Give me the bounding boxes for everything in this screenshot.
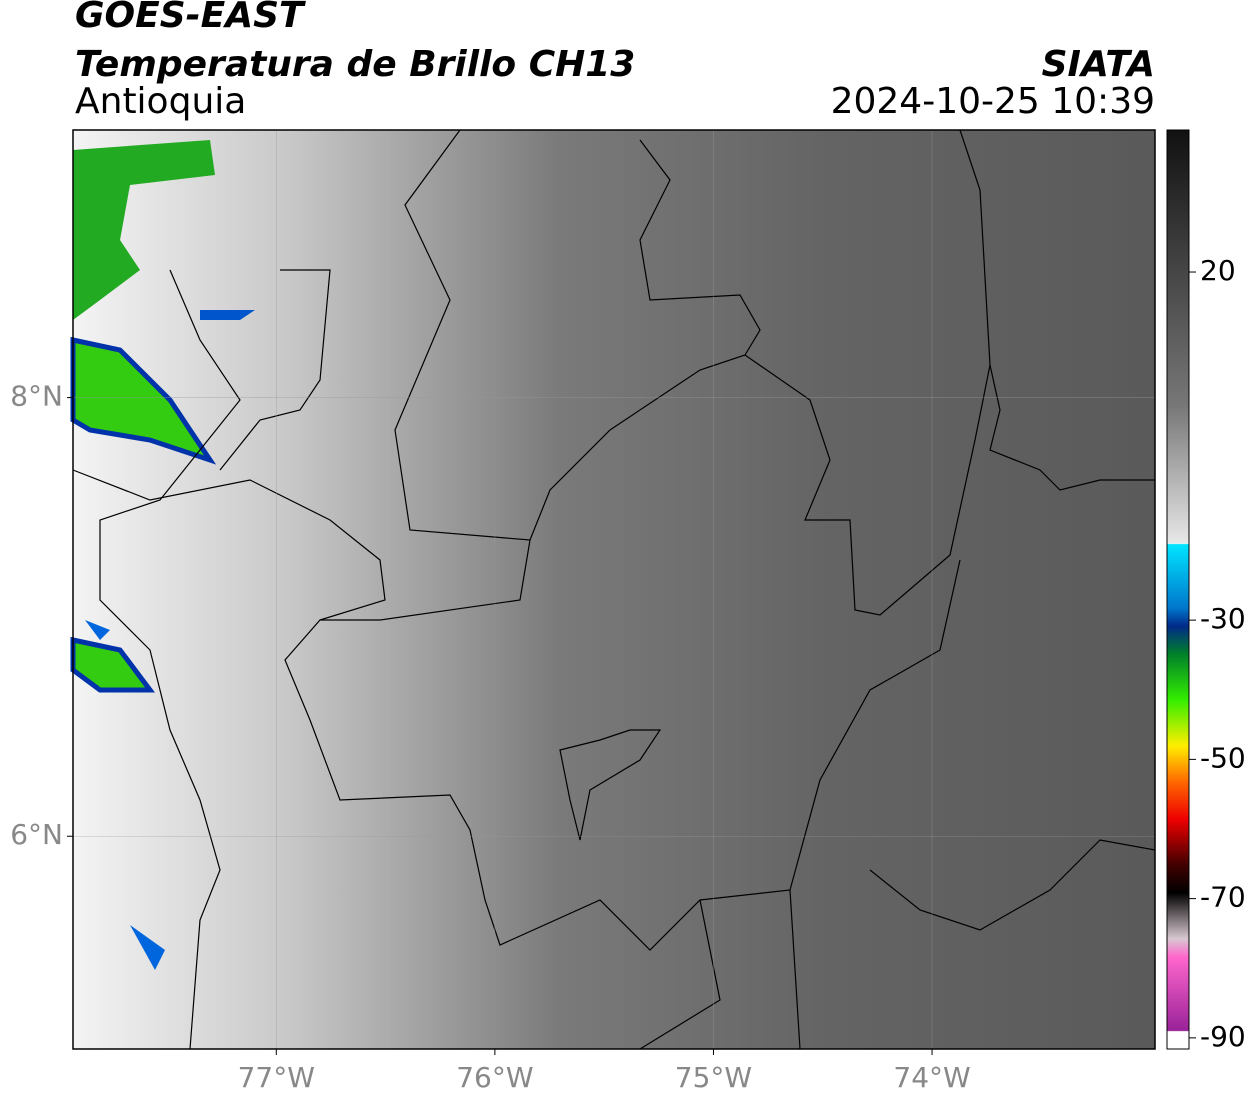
colorbar-tick-label: -50 xyxy=(1200,741,1246,774)
cloud xyxy=(73,140,215,320)
colorbar xyxy=(1166,129,1190,1050)
x-tick-label: 76°W xyxy=(456,1061,533,1094)
y-tick-label: 6°N xyxy=(10,818,63,851)
boundaries xyxy=(72,129,1156,1050)
x-tick-label: 77°W xyxy=(238,1061,315,1094)
satellite-image xyxy=(73,130,1155,1049)
graticule xyxy=(73,130,1155,1049)
colorbar-tick-label: -30 xyxy=(1200,602,1246,635)
x-tick-label: 75°W xyxy=(675,1061,752,1094)
colorbar-tick-label: -70 xyxy=(1200,881,1246,914)
map-area xyxy=(70,129,1156,1050)
datetime-label: 2024-10-25 10:39 xyxy=(831,81,1155,122)
satellite-title: GOES-EAST xyxy=(75,0,306,36)
cloud xyxy=(70,336,217,465)
chart-title: Temperatura de Brillo CH13 xyxy=(75,44,635,85)
colorbar-tick-label: 20 xyxy=(1200,254,1236,287)
source-label: SIATA xyxy=(1042,44,1155,85)
region-label: Antioquia xyxy=(75,81,246,122)
cloud xyxy=(200,310,255,320)
map-frame xyxy=(72,129,1156,1050)
colorbar-tick-label: -90 xyxy=(1200,1020,1246,1053)
y-tick-label: 8°N xyxy=(10,380,63,413)
x-tick-label: 74°W xyxy=(893,1061,970,1094)
